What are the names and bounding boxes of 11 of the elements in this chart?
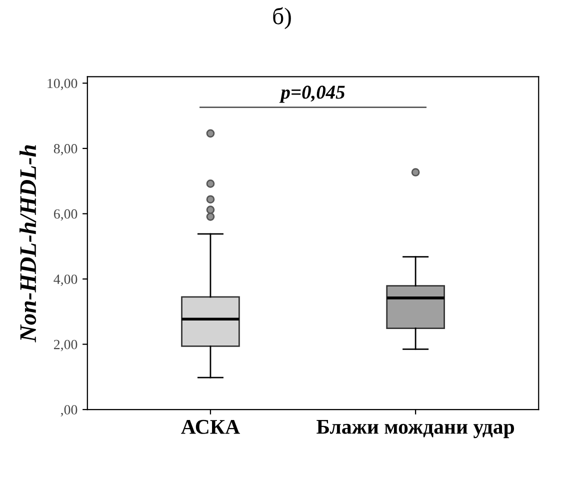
y-tick-label: 8,00 [54, 144, 78, 156]
chart-title: б) [273, 7, 291, 30]
y-tick-label: 6,00 [54, 209, 78, 221]
y-tick-label: 2,00 [54, 340, 78, 352]
annotation: p=0,045 [279, 86, 345, 103]
y-axis-title: Non-HDL-h/HDL-h [19, 145, 36, 342]
x-tick-label: Блажи мождани удар [316, 420, 514, 438]
y-tick-label: 10,00 [48, 78, 78, 90]
y-tick-label: ,00 [60, 405, 78, 416]
y-tick-label: 4,00 [54, 274, 78, 286]
x-tick-label: АСКА [181, 420, 240, 434]
